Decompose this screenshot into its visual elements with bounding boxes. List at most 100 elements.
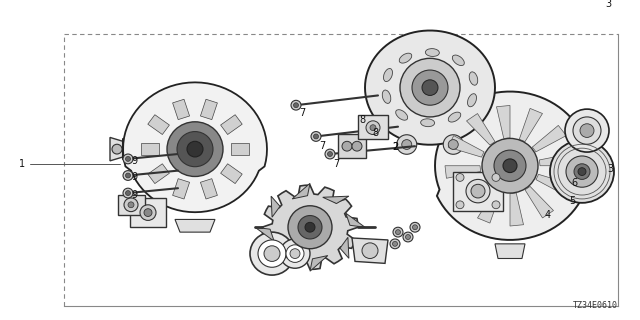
Circle shape [112, 144, 122, 154]
Text: 7: 7 [319, 141, 325, 151]
Circle shape [397, 135, 417, 154]
Polygon shape [271, 251, 298, 258]
Ellipse shape [469, 72, 477, 85]
Circle shape [144, 209, 152, 217]
Circle shape [187, 141, 203, 157]
Circle shape [291, 100, 301, 110]
Text: 9: 9 [131, 190, 137, 200]
Circle shape [410, 222, 420, 232]
Circle shape [167, 122, 223, 176]
Polygon shape [435, 92, 590, 240]
Circle shape [492, 173, 500, 181]
Circle shape [123, 188, 133, 198]
Text: 4: 4 [545, 210, 551, 220]
Text: 7: 7 [299, 108, 305, 118]
Circle shape [250, 232, 294, 275]
Circle shape [492, 201, 500, 209]
Circle shape [400, 58, 460, 117]
Circle shape [342, 141, 352, 151]
Circle shape [288, 206, 332, 249]
Polygon shape [323, 196, 349, 204]
Circle shape [566, 156, 598, 187]
Ellipse shape [448, 112, 461, 122]
Polygon shape [525, 187, 554, 218]
Ellipse shape [383, 68, 392, 82]
Polygon shape [467, 114, 495, 145]
Polygon shape [536, 174, 572, 196]
Circle shape [466, 180, 490, 203]
Polygon shape [340, 237, 349, 258]
Polygon shape [173, 99, 189, 120]
Text: TZ34E0610: TZ34E0610 [573, 301, 618, 310]
Circle shape [258, 240, 286, 267]
Circle shape [140, 205, 156, 220]
Circle shape [294, 103, 298, 108]
Polygon shape [221, 164, 242, 184]
Circle shape [396, 230, 401, 235]
Circle shape [325, 149, 335, 159]
Polygon shape [148, 115, 170, 134]
Circle shape [311, 132, 321, 141]
Polygon shape [200, 99, 218, 120]
Circle shape [422, 80, 438, 95]
Circle shape [128, 202, 134, 208]
Circle shape [125, 191, 131, 196]
Circle shape [362, 243, 378, 259]
Polygon shape [495, 244, 525, 259]
Text: 5: 5 [569, 196, 575, 206]
Circle shape [280, 239, 310, 268]
Circle shape [565, 109, 609, 152]
Polygon shape [358, 115, 388, 140]
Polygon shape [338, 134, 366, 158]
Circle shape [580, 124, 594, 137]
Polygon shape [510, 193, 524, 226]
Polygon shape [310, 256, 328, 271]
Polygon shape [365, 30, 495, 145]
Polygon shape [200, 179, 218, 199]
Circle shape [456, 201, 464, 209]
Circle shape [456, 173, 464, 181]
Circle shape [264, 246, 280, 261]
Polygon shape [519, 108, 543, 142]
Polygon shape [175, 220, 215, 232]
Circle shape [448, 140, 458, 149]
Circle shape [392, 241, 397, 246]
Circle shape [403, 232, 413, 242]
Text: 2: 2 [392, 142, 398, 152]
Circle shape [125, 173, 131, 178]
Polygon shape [292, 183, 310, 199]
Text: 8: 8 [359, 115, 365, 125]
Polygon shape [352, 238, 388, 263]
Polygon shape [141, 143, 159, 155]
Ellipse shape [467, 94, 477, 107]
Text: 6: 6 [571, 178, 577, 188]
Polygon shape [532, 125, 566, 152]
Circle shape [412, 70, 448, 105]
Circle shape [550, 140, 614, 203]
Text: 9: 9 [131, 156, 137, 166]
Polygon shape [540, 153, 575, 166]
Circle shape [366, 121, 380, 134]
Circle shape [393, 227, 403, 237]
Polygon shape [271, 196, 280, 217]
Polygon shape [453, 172, 503, 211]
Ellipse shape [420, 119, 435, 127]
Polygon shape [346, 213, 365, 227]
Circle shape [482, 138, 538, 193]
Polygon shape [255, 227, 274, 241]
Circle shape [123, 171, 133, 180]
Polygon shape [445, 166, 481, 178]
Ellipse shape [452, 55, 464, 66]
Circle shape [124, 198, 138, 212]
Circle shape [494, 150, 526, 181]
Circle shape [471, 184, 485, 198]
Circle shape [503, 159, 517, 172]
Circle shape [413, 225, 417, 230]
Polygon shape [110, 137, 123, 161]
Text: 8: 8 [372, 128, 378, 138]
Circle shape [444, 135, 463, 154]
Circle shape [352, 141, 362, 151]
Circle shape [177, 132, 213, 167]
Polygon shape [118, 195, 145, 214]
Circle shape [402, 140, 412, 149]
